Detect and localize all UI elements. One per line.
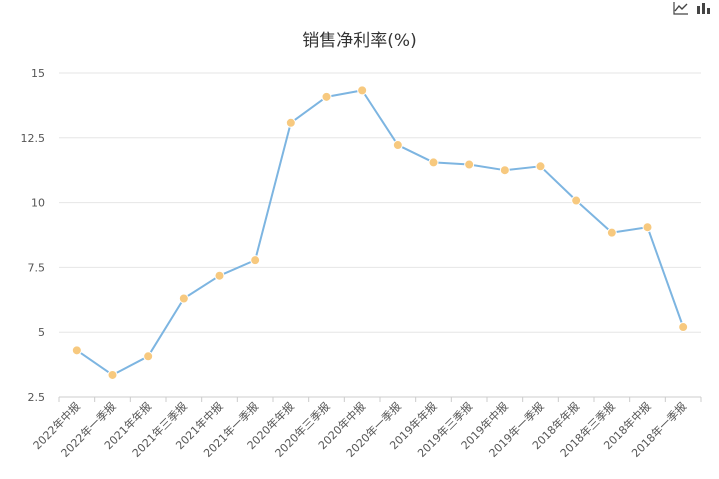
- bar-chart-icon[interactable]: [695, 0, 711, 14]
- y-tick-label: 10: [31, 197, 45, 210]
- series-line: [76, 89, 685, 376]
- data-point: [464, 159, 475, 170]
- data-point: [321, 91, 332, 102]
- data-point: [428, 157, 439, 168]
- line-chart-icon[interactable]: [673, 0, 689, 15]
- data-point: [571, 195, 582, 206]
- y-tick-label: 7.5: [28, 261, 46, 274]
- chart-type-toolbar: [673, 0, 711, 15]
- data-point: [642, 222, 653, 233]
- data-point: [357, 85, 368, 96]
- data-point: [178, 293, 189, 304]
- data-point: [214, 270, 225, 281]
- y-tick-label: 15: [31, 67, 45, 80]
- data-point: [250, 255, 261, 266]
- data-point: [392, 140, 403, 151]
- y-tick-label: 12.5: [21, 132, 46, 145]
- data-point: [606, 227, 617, 238]
- y-tick-label: 2.5: [28, 391, 46, 404]
- data-point: [71, 345, 82, 356]
- data-point: [107, 369, 118, 380]
- data-point: [535, 161, 546, 172]
- data-point: [285, 117, 296, 128]
- y-tick-label: 5: [38, 326, 45, 339]
- chart-title: 销售净利率(%): [302, 31, 417, 51]
- data-point: [143, 351, 154, 362]
- data-point: [678, 322, 689, 333]
- data-point: [499, 165, 510, 176]
